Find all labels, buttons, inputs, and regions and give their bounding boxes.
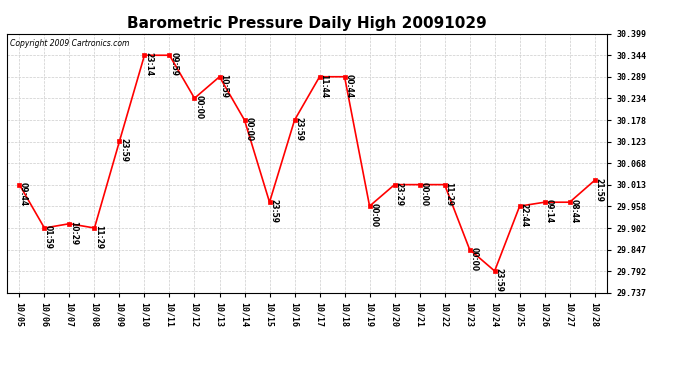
Text: 11:29: 11:29 [94, 225, 103, 249]
Text: 23:59: 23:59 [269, 200, 278, 223]
Text: 08:44: 08:44 [569, 200, 578, 223]
Text: 09:59: 09:59 [169, 53, 178, 76]
Text: 11:29: 11:29 [444, 182, 453, 206]
Text: Copyright 2009 Cartronics.com: Copyright 2009 Cartronics.com [10, 39, 129, 48]
Text: 23:29: 23:29 [394, 182, 403, 206]
Text: 11:44: 11:44 [319, 74, 328, 98]
Text: 00:00: 00:00 [194, 96, 203, 120]
Text: 00:00: 00:00 [420, 182, 428, 206]
Text: 09:14: 09:14 [544, 200, 553, 223]
Text: 23:14: 23:14 [144, 53, 153, 76]
Text: 00:00: 00:00 [369, 203, 378, 228]
Text: 00:44: 00:44 [344, 74, 353, 98]
Text: 22:44: 22:44 [520, 203, 529, 228]
Text: 23:59: 23:59 [494, 268, 503, 292]
Text: 10:29: 10:29 [69, 221, 78, 245]
Text: 09:44: 09:44 [19, 182, 28, 206]
Text: 00:00: 00:00 [469, 247, 478, 271]
Text: 10:59: 10:59 [219, 74, 228, 98]
Text: 00:00: 00:00 [244, 117, 253, 141]
Text: 21:59: 21:59 [594, 177, 603, 201]
Title: Barometric Pressure Daily High 20091029: Barometric Pressure Daily High 20091029 [127, 16, 487, 31]
Text: 23:59: 23:59 [119, 138, 128, 162]
Text: 23:59: 23:59 [294, 117, 303, 141]
Text: 01:59: 01:59 [44, 225, 53, 249]
